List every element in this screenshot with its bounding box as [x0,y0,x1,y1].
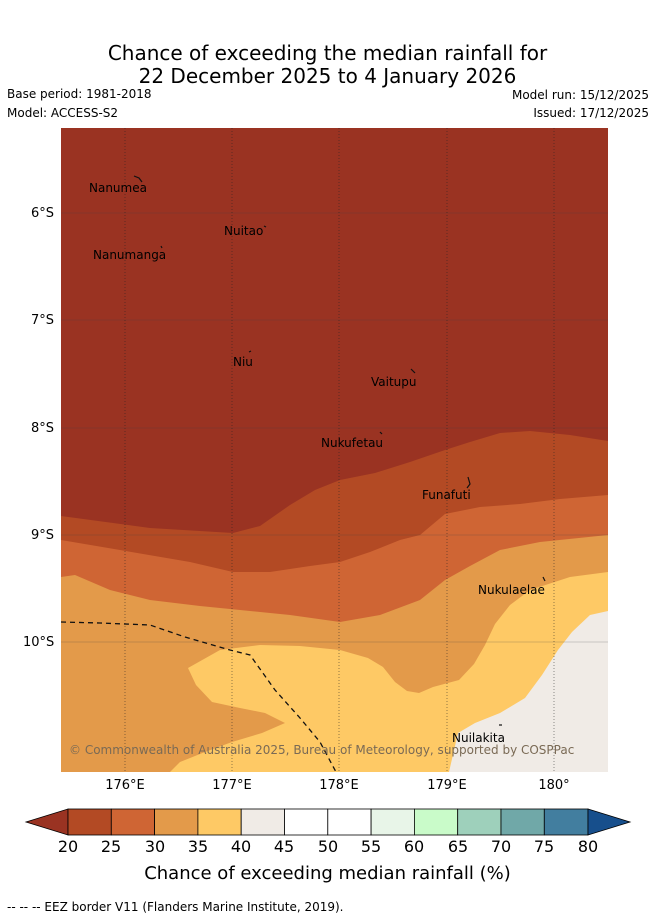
colorbar-tick: 35 [187,837,209,856]
lat-label: 6°S [31,206,55,221]
colorbar-segment [240,808,285,836]
place-label-nuilakita: Nuilakita [452,731,505,745]
colorbar-segment [543,808,589,836]
eez-note: -- -- -- EEZ border V11 (Flanders Marine… [7,900,344,914]
island-vaitupu [410,368,416,374]
colorbar-segment [413,808,459,836]
colorbar-tick: 60 [403,837,425,856]
chart-title-line2: 22 December 2025 to 4 January 2026 [138,64,517,88]
colorbar-segment [154,808,199,836]
place-label-funafuti: Funafuti [422,488,471,502]
colorbar-segment [370,808,415,836]
colorbar-segment [284,808,329,836]
lon-label: 177°E [212,778,252,793]
colorbar-tick: 80 [577,837,599,856]
island-niu [248,350,252,353]
colorbar-tick: 50 [317,837,339,856]
place-label-vaitupu: Vaitupu [371,375,417,389]
lat-label: 8°S [31,421,55,436]
place-label-nanumanga: Nanumanga [93,248,167,262]
colorbar-segment [457,808,502,836]
colorbar-over [587,808,632,836]
lon-label: 180° [538,778,570,793]
meridians [124,128,555,772]
colorbar-tick: 25 [100,837,122,856]
colorbar-segment [500,808,545,836]
model-name: Model: ACCESS-S2 [7,106,119,120]
colorbar-segment [110,808,156,836]
chart-title-line1: Chance of exceeding the median rainfall … [107,41,548,65]
island-nukulaelae [542,576,546,582]
eez-border [61,621,337,772]
colorbar-tick: 45 [273,837,295,856]
place-label-nukufetau: Nukufetau [321,436,384,450]
island-nuitao [263,225,267,228]
place-label-niu: Niu [233,355,253,369]
colorbar-graphic [24,808,632,836]
island-funafuti [466,476,471,489]
colorbar-tick: 30 [144,837,166,856]
colorbar-segment [67,808,112,836]
colorbar-tick: 55 [360,837,382,856]
region-40-45-2 [555,690,608,772]
colorbar-under [24,808,69,836]
colorbar-tick: 65 [447,837,469,856]
lon-label: 178°E [319,778,359,793]
colorbar-tick: 70 [490,837,512,856]
lat-label: 10°S [23,635,55,650]
colorbar-tick: 20 [57,837,79,856]
lat-label: 7°S [31,313,55,328]
place-label-nanumea: Nanumea [89,181,147,195]
copyright-notice: © Commonwealth of Australia 2025, Bureau… [69,743,575,757]
lon-label: 179°E [427,778,467,793]
map-layers [61,128,608,772]
island-nukufetau [379,431,383,435]
base-period: Base period: 1981-2018 [7,87,152,101]
lon-label: 176°E [105,778,145,793]
colorbar-segment [197,808,242,836]
colorbar-tick: 75 [533,837,555,856]
model-run: Model run: 15/12/2025 [511,88,649,102]
graticule [61,212,608,643]
island-nanumea [133,175,143,183]
issued-date: Issued: 17/12/2025 [533,106,649,120]
colorbar-label: Chance of exceeding median rainfall (%) [144,863,511,884]
lat-label: 9°S [31,528,55,543]
colorbar-segment [327,808,372,836]
place-label-nukulaelae: Nukulaelae [478,583,545,597]
islands [133,175,546,726]
island-nanumanga [160,245,163,249]
place-label-nuitao: Nuitao [224,224,264,238]
colorbar-tick: 40 [230,837,252,856]
